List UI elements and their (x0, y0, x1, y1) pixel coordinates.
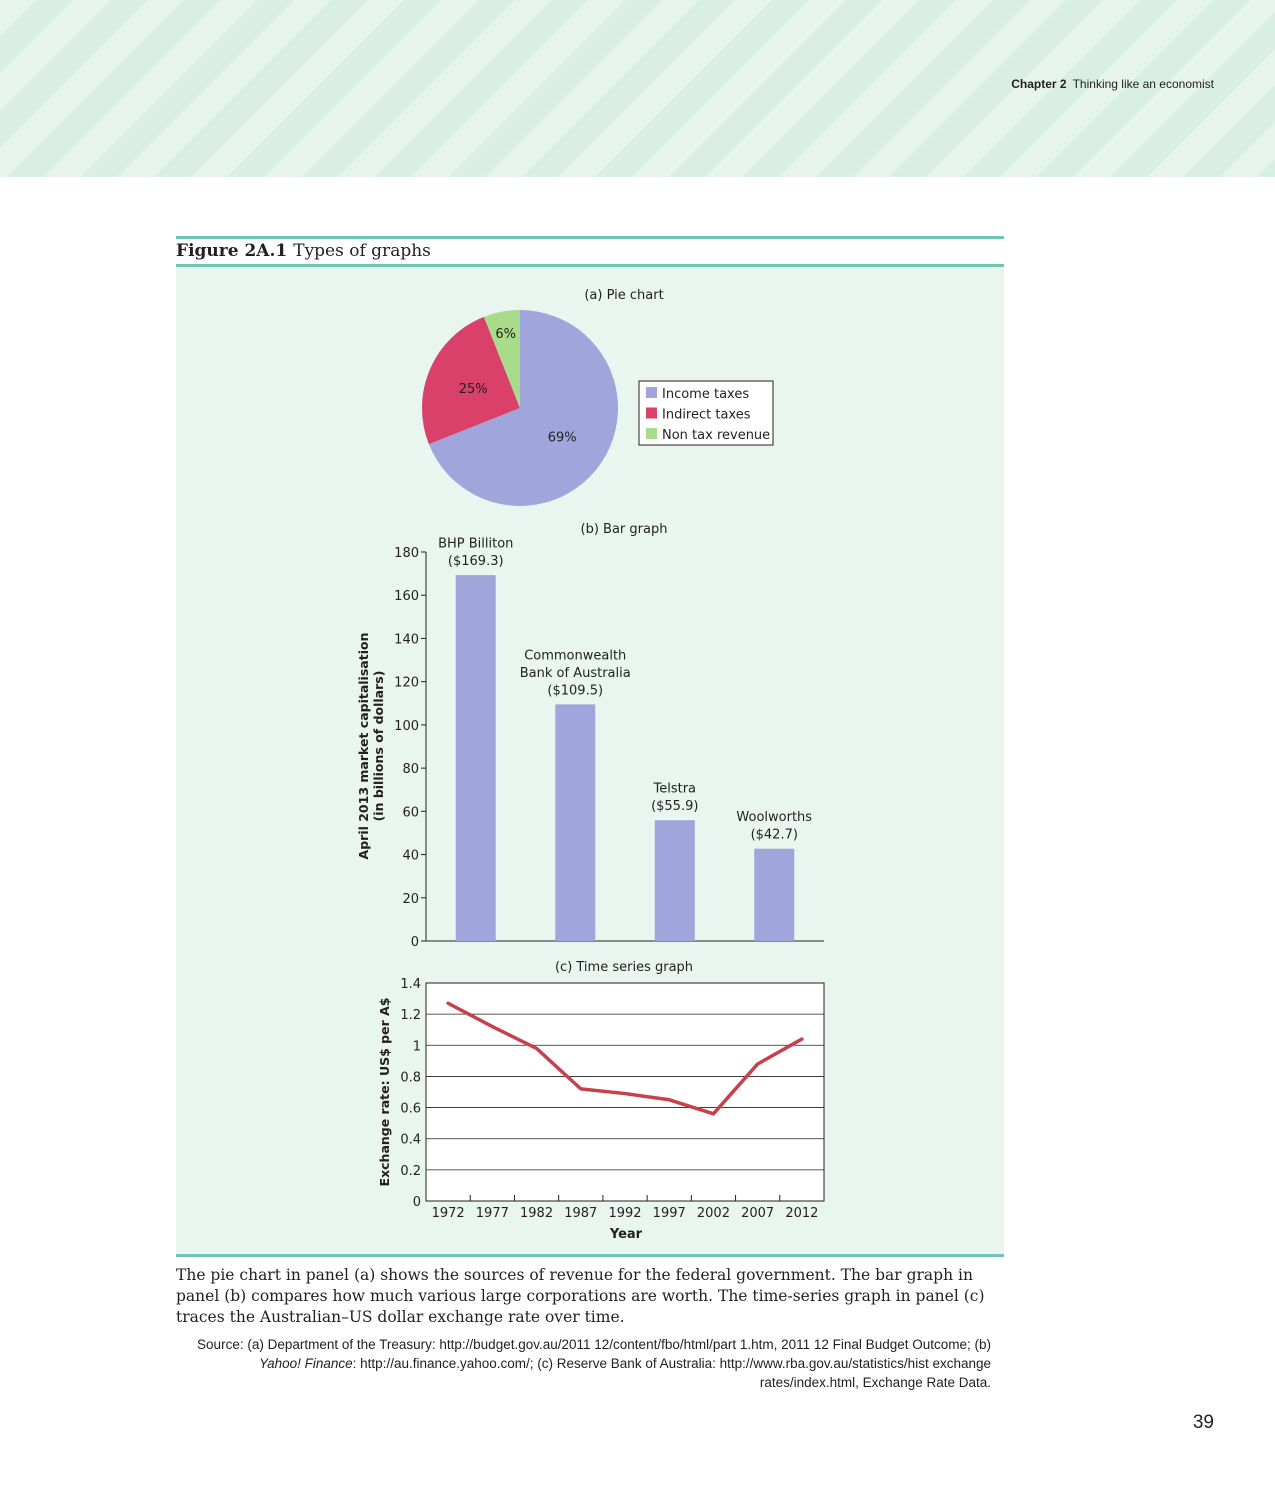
line-x-tick-label: 1987 (564, 1206, 597, 1221)
bar (754, 848, 795, 941)
bar-y-axis-label: April 2013 market capitalisation(in bill… (356, 633, 386, 860)
bar-data-label: ($109.5) (547, 683, 603, 698)
pie-slice (422, 316, 520, 445)
line-title: (c) Time series graph (555, 960, 693, 975)
pie-slice-label: 69% (548, 431, 577, 446)
line-x-tick-label: 2007 (741, 1206, 774, 1221)
line-x-tick-label: 1972 (432, 1206, 465, 1221)
figure-rule-top (176, 236, 1004, 239)
source-italic: Yahoo! Finance (259, 1356, 353, 1371)
line-x-tick-label: 2012 (785, 1206, 818, 1221)
figure-source: Source: (a) Department of the Treasury: … (176, 1335, 991, 1392)
bar-y-tick-label: 140 (394, 632, 419, 647)
running-head-title: Thinking like an economist (1072, 77, 1214, 91)
running-head: Chapter 2 Thinking like an economist (1011, 77, 1214, 91)
bar-y-tick-label: 120 (394, 676, 419, 691)
bar-data-label: Bank of Australia (520, 666, 631, 681)
pie-legend-box (638, 380, 774, 446)
figure-rule-bottom (176, 1254, 1004, 1257)
pie-legend-swatch (646, 387, 657, 398)
pie-slice (483, 310, 520, 408)
bar-data-label: ($169.3) (448, 554, 504, 569)
source-prefix: Source: (a) Department of the Treasury: … (197, 1337, 991, 1352)
figure-caption: Figure 2A.1 Types of graphs (176, 241, 431, 261)
pie-legend-entry: Indirect taxes (662, 408, 751, 423)
figure-description: The pie chart in panel (a) shows the sou… (176, 1266, 985, 1326)
bar (455, 575, 496, 941)
bar (555, 704, 596, 941)
figure-number: Figure 2A.1 (176, 241, 288, 261)
line-y-tick-label: 1.4 (400, 977, 421, 992)
bar-data-label: Commonwealth (524, 648, 626, 663)
bar-data-label: ($42.7) (751, 828, 798, 843)
line-y-tick-label: 0.6 (400, 1102, 421, 1117)
pie-title: (a) Pie chart (584, 288, 663, 303)
line-x-tick-label: 1977 (476, 1206, 509, 1221)
header-band (0, 0, 1275, 177)
pie-slice-label: 25% (459, 382, 488, 397)
page-number: 39 (1192, 1412, 1214, 1433)
running-head-chapter: Chapter 2 (1011, 77, 1067, 91)
pie-slice (428, 310, 618, 506)
line-y-tick-label: 0.8 (400, 1070, 421, 1085)
pie-slice-label: 6% (495, 327, 516, 342)
figure-title: Types of graphs (293, 241, 431, 261)
bar-y-tick-label: 0 (411, 935, 419, 950)
pie-legend-entry: Income taxes (662, 387, 749, 402)
pie-legend-swatch (646, 407, 657, 419)
bar-data-label: ($55.9) (651, 799, 698, 814)
bar (654, 820, 695, 941)
bar-y-axis-label-line: April 2013 market capitalisation (356, 633, 371, 860)
bar-data-label: Woolworths (736, 810, 812, 825)
line-y-tick-label: 0.2 (400, 1164, 421, 1179)
pie-legend-swatch (646, 428, 657, 439)
figure-rule-mid (176, 264, 1004, 267)
line-y-tick-label: 1 (413, 1039, 421, 1054)
bar-y-axis-label-line: (in billions of dollars) (371, 671, 386, 822)
bar-y-tick-label: 60 (402, 805, 419, 820)
line-y-tick-label: 0 (413, 1195, 421, 1210)
bar-y-tick-label: 40 (402, 849, 419, 864)
bar-data-label: Telstra (652, 782, 696, 797)
bar-y-tick-label: 20 (402, 892, 419, 907)
bar-y-tick-label: 180 (394, 546, 419, 561)
bar-data-label: BHP Billiton (438, 537, 513, 552)
line-x-tick-label: 1997 (653, 1206, 686, 1221)
bar-title: (b) Bar graph (581, 522, 668, 537)
bar-y-tick-label: 80 (402, 762, 419, 777)
bar-y-tick-label: 100 (394, 719, 419, 734)
line-y-tick-label: 0.4 (400, 1133, 421, 1148)
line-x-tick-label: 1992 (608, 1206, 641, 1221)
line-x-tick-label: 2002 (697, 1206, 730, 1221)
pie-legend-entry: Non tax revenue (662, 428, 770, 443)
line-y-axis-label: Exchange rate: US$ per A$ (377, 998, 392, 1187)
line-series (446, 1001, 804, 1116)
line-x-tick-label: 1982 (520, 1206, 553, 1221)
line-x-axis-label: Year (609, 1227, 643, 1242)
bar-y-tick-label: 160 (394, 589, 419, 604)
line-y-tick-label: 1.2 (400, 1008, 421, 1023)
source-suffix: : http://au.finance.yahoo.com/; (c) Rese… (352, 1356, 991, 1390)
